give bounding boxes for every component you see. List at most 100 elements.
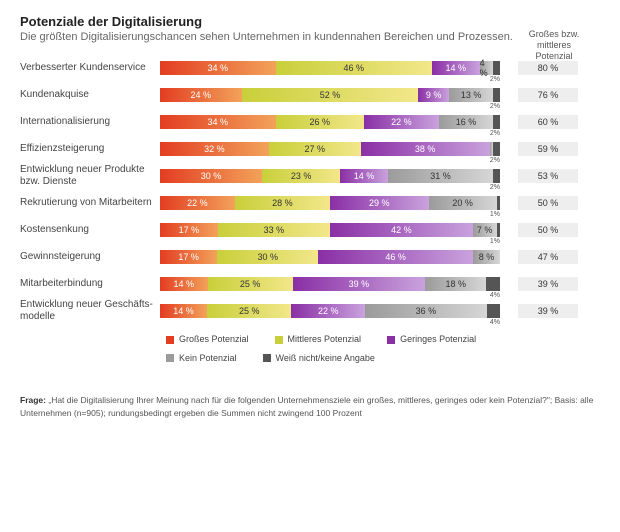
summary-header-line2: mittleres Potenzial <box>535 40 572 61</box>
legend-item-mittel: Mittleres Potenzial <box>275 331 362 348</box>
bar-area: 34 %26 %22 %16 %2% <box>160 115 500 129</box>
segment-wn <box>493 142 500 156</box>
segment-gering: 22 % <box>291 304 365 318</box>
segment-gering: 39 % <box>293 277 426 291</box>
segment-mittel: 25 % <box>208 277 293 291</box>
segment-gering: 38 % <box>361 142 490 156</box>
summary-value: 50 % <box>518 223 578 237</box>
segment-gering: 9 % <box>418 88 449 102</box>
legend-swatch-mittel <box>275 336 283 344</box>
segment-gering: 14 % <box>432 61 480 75</box>
bar-area: 17 %33 %42 %7 %1% <box>160 223 500 237</box>
bar-area: 22 %28 %29 %20 %1% <box>160 196 500 210</box>
footnote-value: 2% <box>490 130 500 137</box>
chart-row: Kostensenkung17 %33 %42 %7 %1%50 % <box>20 223 600 237</box>
legend-label-kein: Kein Potenzial <box>179 350 237 367</box>
segment-gross: 22 % <box>160 196 235 210</box>
question-footer: Frage: „Hat die Digitalisierung Ihrer Me… <box>20 394 600 420</box>
segment-mittel: 28 % <box>235 196 330 210</box>
segment-mittel: 23 % <box>262 169 340 183</box>
segment-gross: 30 % <box>160 169 262 183</box>
bar-area: 30 %23 %14 %31 %2% <box>160 169 500 183</box>
legend-swatch-gering <box>387 336 395 344</box>
summary-value: 50 % <box>518 196 578 210</box>
segment-gering: 29 % <box>330 196 429 210</box>
segment-kein: 20 % <box>429 196 497 210</box>
segment-kein: 36 % <box>365 304 486 318</box>
footnote-value: 1% <box>490 238 500 245</box>
legend-item-wn: Weiß nicht/keine Angabe <box>263 350 375 367</box>
row-label: Kostensenkung <box>20 224 160 236</box>
segment-gering: 22 % <box>364 115 439 129</box>
segment-kein: 31 % <box>388 169 493 183</box>
segment-mittel: 33 % <box>218 223 330 237</box>
segment-kein: 18 % <box>425 277 486 291</box>
segment-wn <box>497 196 500 210</box>
summary-header-line1: Großes bzw. <box>529 29 580 39</box>
row-label: Gewinnsteigerung <box>20 251 160 263</box>
chart-row: Kundenakquise24 %52 %9 %13 %2%76 % <box>20 88 600 102</box>
segment-gross: 34 % <box>160 115 276 129</box>
summary-value: 60 % <box>518 115 578 129</box>
segment-wn <box>493 61 500 75</box>
row-label: Entwicklung neuer Produkte bzw. Dienste <box>20 164 160 188</box>
row-label: Entwicklung neuer Geschäfts­modelle <box>20 299 160 323</box>
footnote-value: 2% <box>490 76 500 83</box>
row-label: Kundenakquise <box>20 89 160 101</box>
row-label: Effizienzsteigerung <box>20 143 160 155</box>
footnote-value: 4% <box>490 319 500 326</box>
segment-kein: 13 % <box>449 88 493 102</box>
segment-gross: 34 % <box>160 61 276 75</box>
segment-gering: 42 % <box>330 223 473 237</box>
chart-row: Rekrutierung von Mitarbeitern22 %28 %29 … <box>20 196 600 210</box>
segment-mittel: 30 % <box>217 250 318 264</box>
legend-item-gering: Geringes Potenzial <box>387 331 476 348</box>
bar-area: 24 %52 %9 %13 %2% <box>160 88 500 102</box>
segment-mittel: 25 % <box>207 304 291 318</box>
legend-label-mittel: Mittleres Potenzial <box>288 331 362 348</box>
footnote-value: 4% <box>490 292 500 299</box>
segment-wn <box>493 169 500 183</box>
chart-subtitle: Die größten Digitalisierungschancen sehe… <box>20 31 600 43</box>
summary-value: 53 % <box>518 169 578 183</box>
segment-gering: 14 % <box>340 169 388 183</box>
chart-row: Entwicklung neuer Produkte bzw. Dienste3… <box>20 169 600 183</box>
segment-gross: 24 % <box>160 88 242 102</box>
segment-kein: 8 % <box>473 250 500 264</box>
segment-wn <box>493 115 500 129</box>
footnote-value: 2% <box>490 103 500 110</box>
legend-item-kein: Kein Potenzial <box>166 350 237 367</box>
chart-title: Potenziale der Digitalisierung <box>20 14 600 29</box>
summary-header: Großes bzw. mittleres Potenzial <box>524 29 584 61</box>
segment-gross: 17 % <box>160 250 217 264</box>
summary-value: 39 % <box>518 277 578 291</box>
legend-label-gross: Großes Potenzial <box>179 331 249 348</box>
bar-area: 14 %25 %39 %18 %4% <box>160 277 500 291</box>
segment-wn <box>487 304 500 318</box>
chart-row: Entwicklung neuer Geschäfts­modelle14 %2… <box>20 304 600 318</box>
bar-area: 32 %27 %38 %2% <box>160 142 500 156</box>
legend-swatch-gross <box>166 336 174 344</box>
chart-row: Internationalisierung34 %26 %22 %16 %2%6… <box>20 115 600 129</box>
segment-wn <box>493 88 500 102</box>
legend: Großes Potenzial Mittleres Potenzial Gerin… <box>166 331 600 368</box>
summary-value: 39 % <box>518 304 578 318</box>
footnote-value: 1% <box>490 211 500 218</box>
segment-wn <box>497 223 500 237</box>
segment-gross: 17 % <box>160 223 218 237</box>
legend-item-gross: Großes Potenzial <box>166 331 249 348</box>
segment-kein: 7 % <box>473 223 497 237</box>
summary-value: 80 % <box>518 61 578 75</box>
bar-area: 34 %46 %14 %4 %2% <box>160 61 500 75</box>
summary-value: 59 % <box>518 142 578 156</box>
question-text: „Hat die Digitalisierung Ihrer Meinung n… <box>20 395 593 418</box>
segment-mittel: 52 % <box>242 88 419 102</box>
legend-label-wn: Weiß nicht/keine Angabe <box>276 350 375 367</box>
chart-row: Mitarbeiterbindung14 %25 %39 %18 %4%39 % <box>20 277 600 291</box>
chart-row: Gewinnsteigerung17 %30 %46 %8 %47 % <box>20 250 600 264</box>
row-label: Mitarbeiterbindung <box>20 278 160 290</box>
legend-swatch-kein <box>166 354 174 362</box>
chart-row: Effizienzsteigerung32 %27 %38 %2% 59 % <box>20 142 600 156</box>
bar-area: 14 %25 %22 %36 %4% <box>160 304 500 318</box>
segment-gross: 32 % <box>160 142 269 156</box>
